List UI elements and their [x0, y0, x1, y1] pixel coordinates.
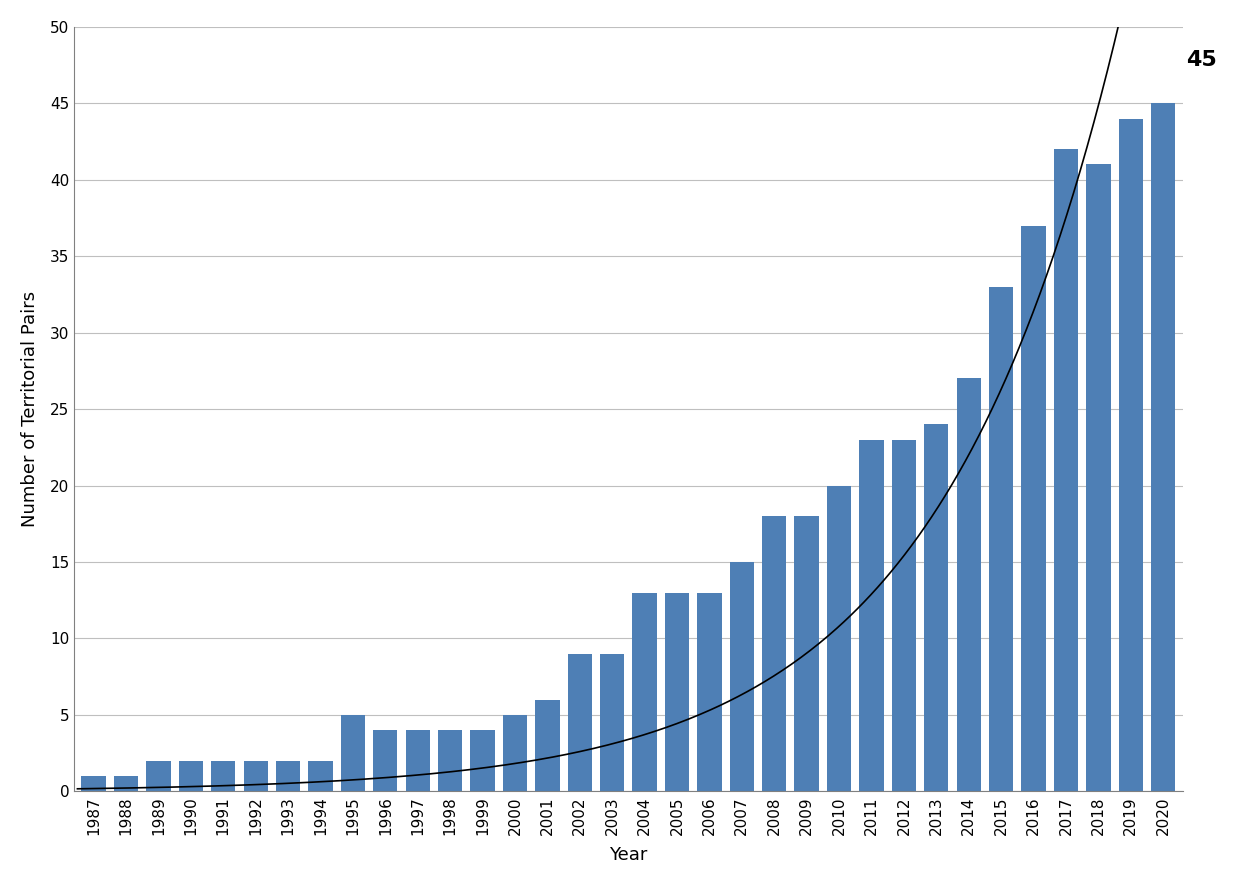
- Bar: [536, 699, 559, 791]
- Bar: [698, 593, 721, 791]
- Bar: [794, 516, 819, 791]
- Bar: [244, 761, 268, 791]
- Text: 45: 45: [1186, 50, 1217, 71]
- Bar: [374, 730, 397, 791]
- Bar: [892, 440, 917, 791]
- Bar: [988, 287, 1013, 791]
- Bar: [1054, 150, 1079, 791]
- Bar: [826, 486, 851, 791]
- Bar: [340, 715, 365, 791]
- Bar: [956, 379, 981, 791]
- Bar: [438, 730, 463, 791]
- Bar: [406, 730, 430, 791]
- Bar: [502, 715, 527, 791]
- Bar: [762, 516, 787, 791]
- Bar: [470, 730, 495, 791]
- Bar: [924, 425, 949, 791]
- Bar: [1086, 165, 1111, 791]
- Bar: [568, 654, 593, 791]
- Bar: [1118, 119, 1143, 791]
- Bar: [308, 761, 333, 791]
- Bar: [212, 761, 235, 791]
- Bar: [114, 776, 139, 791]
- Bar: [82, 776, 106, 791]
- X-axis label: Year: Year: [609, 846, 648, 864]
- Bar: [146, 761, 171, 791]
- Y-axis label: Number of Territorial Pairs: Number of Territorial Pairs: [21, 291, 38, 527]
- Bar: [730, 562, 755, 791]
- Bar: [860, 440, 883, 791]
- Bar: [1022, 226, 1045, 791]
- Bar: [632, 593, 657, 791]
- Bar: [600, 654, 625, 791]
- Bar: [1150, 104, 1175, 791]
- Bar: [664, 593, 689, 791]
- Bar: [276, 761, 301, 791]
- Bar: [178, 761, 203, 791]
